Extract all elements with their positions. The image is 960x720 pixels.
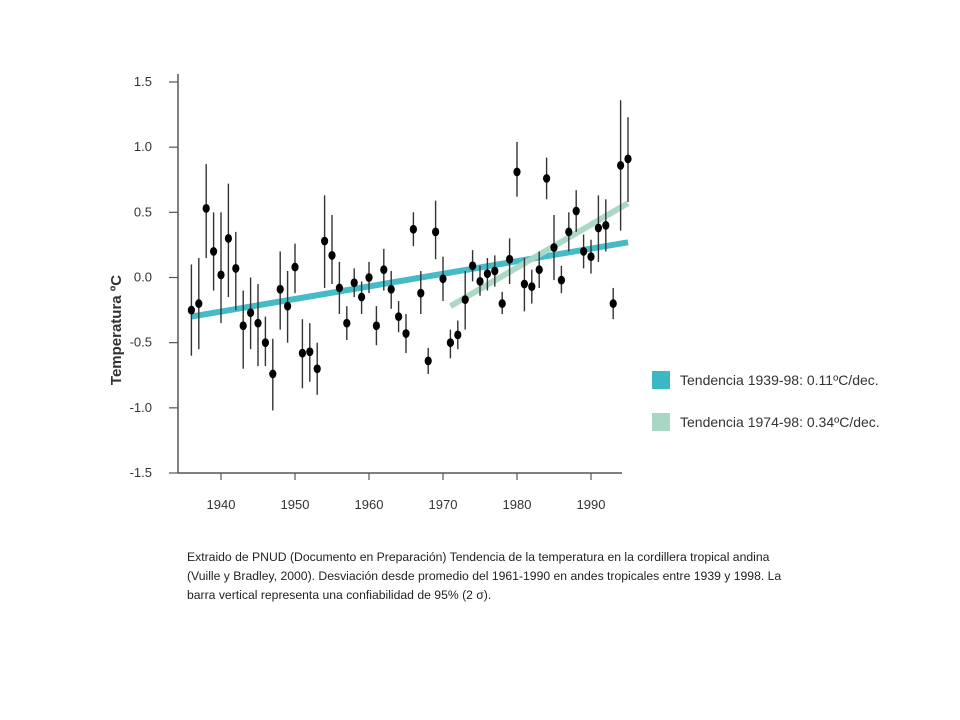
x-tick-label: 1950 (281, 497, 310, 512)
data-point (291, 262, 299, 272)
legend: Tendencia 1939-98: 0.11ºC/dec. Tendencia … (652, 371, 880, 431)
data-point (365, 273, 373, 282)
data-point (543, 174, 551, 183)
data-point (276, 284, 284, 294)
data-point (202, 204, 210, 213)
data-point (454, 330, 462, 340)
data-point (417, 288, 425, 298)
legend-label: Tendencia 1939-98: 0.11ºC/dec. (680, 372, 879, 388)
data-point (513, 167, 521, 177)
data-point (476, 277, 484, 286)
data-point (217, 270, 225, 280)
y-tick-label: 0.0 (134, 270, 152, 285)
data-point (328, 250, 336, 260)
data-point (432, 227, 440, 237)
data-point (313, 364, 321, 374)
data-point (498, 299, 506, 308)
data-point (439, 274, 447, 284)
data-point (617, 161, 625, 170)
y-tick-label: -1.5 (130, 465, 152, 480)
data-point (358, 292, 366, 302)
data-point (446, 338, 454, 348)
legend-swatch (652, 371, 670, 389)
data-point (594, 223, 603, 233)
data-point (409, 224, 417, 234)
y-tick-label: 1.5 (134, 74, 152, 89)
data-point (284, 301, 292, 311)
data-point (232, 263, 240, 273)
data-point (602, 220, 610, 230)
data-point (550, 243, 558, 252)
data-point (395, 312, 403, 321)
x-tick-label: 1990 (577, 497, 606, 512)
y-tick-label: 1.0 (134, 139, 152, 154)
legend-swatch (652, 413, 670, 431)
chart-tick-labels: 1.5 1.0 0.5 0.0 -0.5 -1.0 -1.5 1940 1950 1960 1970… (130, 74, 606, 512)
data-point (321, 236, 329, 246)
data-point (380, 265, 388, 275)
data-point (335, 283, 343, 293)
data-point (572, 206, 580, 216)
data-point (269, 369, 277, 379)
data-point (372, 321, 380, 331)
figure-caption: Extraido de PNUD (Documento en Preparaci… (187, 550, 782, 602)
trend-lines (190, 200, 630, 320)
data-point (587, 252, 595, 262)
data-point (402, 329, 410, 338)
x-tick-label: 1940 (207, 497, 236, 512)
data-point (520, 279, 529, 289)
data-point (557, 275, 566, 285)
legend-label: Tendencia 1974-98: 0.34ºC/dec. (680, 414, 880, 430)
data-point (350, 278, 358, 288)
data-point (254, 318, 262, 328)
y-tick-label: 0.5 (134, 204, 152, 219)
data-point (261, 338, 269, 348)
data-point (491, 266, 499, 276)
trend-line-1939-98 (190, 239, 629, 320)
y-tick-label: -0.5 (130, 335, 152, 350)
data-points (187, 100, 632, 411)
data-point (343, 318, 351, 328)
data-point (624, 154, 632, 164)
data-point (528, 282, 536, 292)
data-point (580, 247, 588, 256)
data-point (387, 284, 395, 294)
data-point (210, 247, 218, 256)
data-point (483, 269, 491, 278)
data-point (239, 321, 247, 331)
data-point (565, 227, 573, 237)
x-tick-label: 1980 (503, 497, 532, 512)
data-point (298, 348, 306, 358)
data-point (224, 234, 232, 243)
x-tick-label: 1970 (429, 497, 458, 512)
data-point (195, 299, 203, 308)
data-point (306, 347, 314, 357)
data-point (247, 308, 255, 318)
data-point (469, 261, 477, 271)
data-point (535, 265, 543, 275)
data-point (609, 299, 617, 308)
data-point (461, 295, 469, 305)
data-point (187, 305, 195, 315)
data-point (506, 254, 514, 264)
chart-axes (177, 74, 622, 474)
x-tick-label: 1960 (355, 497, 384, 512)
y-tick-label: -1.0 (130, 400, 152, 415)
data-point (424, 356, 432, 366)
y-axis-label: Temperatura ºC (108, 275, 125, 385)
